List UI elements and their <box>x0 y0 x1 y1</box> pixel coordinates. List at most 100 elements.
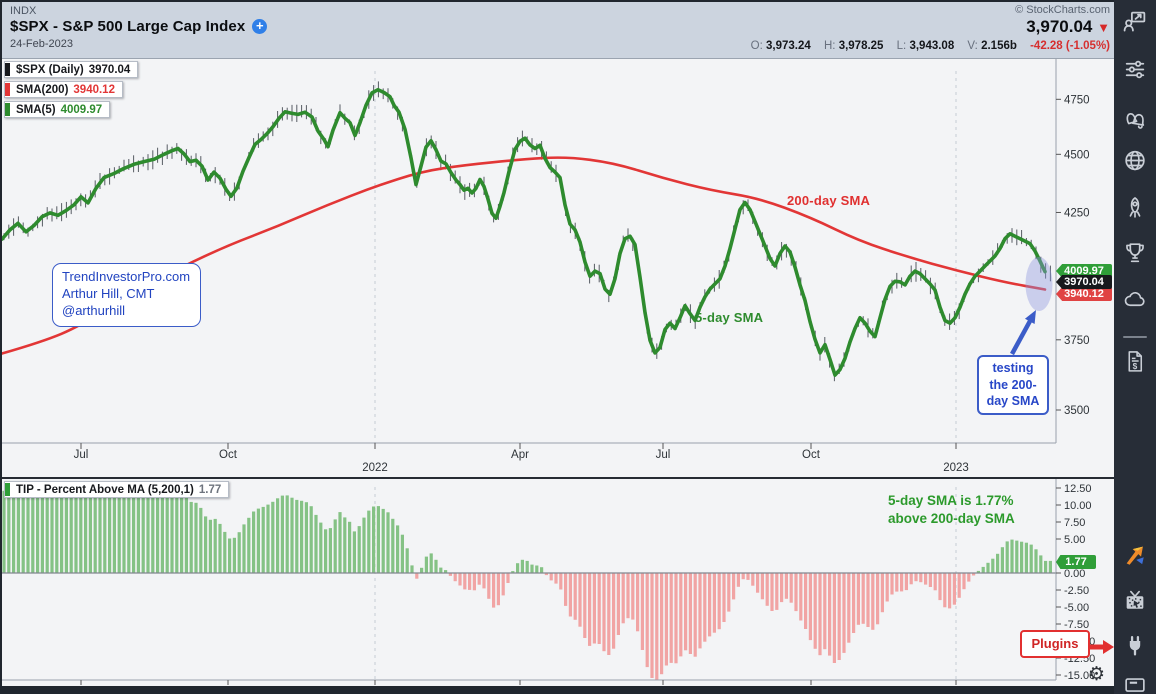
source-line-1: TrendInvestorPro.com <box>62 269 191 284</box>
plugins-annotation-box: Plugins <box>1020 630 1090 658</box>
invoice-dollar-icon[interactable]: $ <box>1123 349 1148 374</box>
indicator-bar <box>549 573 553 581</box>
indicator-bar <box>1015 540 1019 573</box>
optionsplay-logo-icon[interactable] <box>1123 542 1148 567</box>
y-axis-label: -5.00 <box>1064 602 1089 614</box>
indicator-bar <box>525 560 529 573</box>
indicator-bar <box>976 570 980 573</box>
indicator-bar <box>132 486 136 573</box>
high-label: H: <box>823 39 836 52</box>
indicator-bar <box>453 573 457 582</box>
indicator-bar <box>1029 544 1033 573</box>
indicator-bar <box>26 491 30 573</box>
indicator-bar <box>429 553 433 573</box>
indicator-bar <box>194 502 198 573</box>
indicator-bar <box>108 486 112 573</box>
indicator-bar <box>952 573 956 605</box>
indicator-bar <box>309 506 313 573</box>
volume-value: 2.156b <box>981 39 1017 52</box>
indicator-bar <box>866 573 870 627</box>
indicator-bar <box>218 523 222 573</box>
rocket-icon[interactable] <box>1123 195 1148 220</box>
indicator-bar <box>376 506 380 573</box>
indicator-bar <box>496 573 500 606</box>
indicator-bar <box>16 486 20 573</box>
indicator-bar <box>736 573 740 587</box>
y-axis-label: 4250 <box>1064 207 1090 219</box>
indicator-bar <box>1039 555 1043 573</box>
plugins-plug-icon[interactable] <box>1123 634 1148 659</box>
indicator-bar <box>765 573 769 606</box>
indicator-bar <box>688 573 692 654</box>
indicator-bar <box>487 573 491 599</box>
indicator-bar <box>506 573 510 583</box>
acp-monitor-icon[interactable] <box>1123 677 1148 694</box>
indicator-bar <box>554 573 558 584</box>
indicator-bar <box>636 573 640 632</box>
indicator-bar <box>300 500 304 573</box>
y-axis-label: -7.50 <box>1064 619 1089 631</box>
stockcharts-tv-icon[interactable] <box>1123 589 1148 614</box>
indicator-bar <box>876 573 880 625</box>
right-sidebar: $ <box>1114 0 1156 694</box>
globe-icon[interactable] <box>1123 148 1148 173</box>
indicator-bar <box>304 502 308 573</box>
indicator-bar <box>372 506 376 573</box>
indicator-bar <box>986 562 990 573</box>
indicator-bar <box>420 567 424 573</box>
indicator-bar <box>602 573 606 652</box>
indicator-bar <box>381 508 385 573</box>
indicator-bar <box>823 573 827 650</box>
sma5-line <box>2 87 1047 377</box>
indicator-bar <box>247 517 251 573</box>
indicator-bar <box>544 573 548 576</box>
x-axis-label: Apr <box>511 449 529 461</box>
indicator-bar <box>981 566 985 573</box>
indicator-bar <box>7 487 11 573</box>
indicator-bar <box>204 516 208 573</box>
indicator-bar <box>477 573 481 585</box>
indicator-bar <box>256 508 260 573</box>
indicator-bar <box>616 573 620 635</box>
indicator-bar <box>914 573 918 582</box>
cloud-icon[interactable] <box>1123 287 1148 312</box>
indicator-bar <box>223 531 227 573</box>
indicator-bar <box>564 573 568 606</box>
indicator-bar <box>804 573 808 629</box>
coach-presentation-icon[interactable] <box>1123 9 1148 34</box>
indicator-bar <box>74 486 78 573</box>
quote-block: © StockCharts.com 3,970.04 ▼ O: 3,973.24… <box>751 4 1110 52</box>
add-symbol-icon[interactable] <box>252 18 268 34</box>
y-axis-label: 4500 <box>1064 149 1090 161</box>
main-chart-legend: $SPX (Daily) 3970.04 SMA(200) 3940.12 SM… <box>4 61 139 121</box>
indicator-bar <box>578 573 582 627</box>
indicator-bar <box>948 573 952 609</box>
indicator-bar <box>285 495 289 573</box>
indicator-bar <box>919 573 923 583</box>
chart-settings-sliders-icon[interactable] <box>1123 57 1148 82</box>
legend-sma200-value: 3940.12 <box>73 83 115 96</box>
indicator-svg: 12.5010.007.505.000.00-2.50-5.00-7.50-10… <box>2 479 1114 685</box>
testing-arrow-head <box>1024 310 1036 325</box>
indicator-bar <box>626 573 630 619</box>
indicator-bar <box>237 532 241 573</box>
legend-tip-value: 1.77 <box>198 483 222 496</box>
indicator-bar <box>1048 560 1052 573</box>
indicator-bar <box>746 573 750 580</box>
indicator-bar <box>276 498 280 573</box>
gear-icon[interactable] <box>1088 663 1110 685</box>
indicator-bar <box>770 573 774 611</box>
indicator-bar <box>208 519 212 573</box>
indicator-bar <box>1034 549 1038 573</box>
alerts-bells-icon[interactable] <box>1123 105 1148 130</box>
y-axis-label: 5.00 <box>1064 534 1085 546</box>
indicator-bar <box>213 518 217 573</box>
indicator-panel: 12.5010.007.505.000.00-2.50-5.00-7.50-10… <box>2 477 1114 686</box>
y-axis-label: 3500 <box>1064 405 1090 417</box>
indicator-bar <box>808 573 812 641</box>
legend-sma5-value: 4009.97 <box>60 103 103 116</box>
indicator-bar <box>328 528 332 573</box>
indicator-bar <box>472 573 476 591</box>
trophy-icon[interactable] <box>1123 240 1148 265</box>
legend-spx-value: 3970.04 <box>88 63 131 76</box>
